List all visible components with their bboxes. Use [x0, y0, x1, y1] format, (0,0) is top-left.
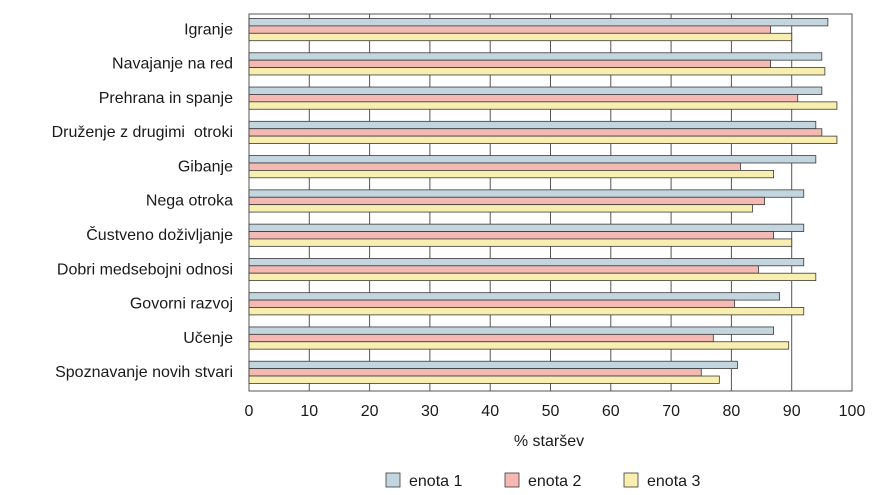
x-axis-title: % staršev	[514, 433, 584, 450]
legend-label-enota-2: enota 2	[528, 473, 581, 490]
bar-enota-1-7	[248, 258, 805, 267]
bar-enota-3-5	[248, 204, 753, 213]
x-tick-label: 30	[421, 403, 439, 420]
bar-enota-2-2	[248, 94, 799, 103]
category-label: Spoznavanje novih stvari	[55, 364, 233, 381]
bar-enota-2-0	[248, 25, 771, 34]
bar-enota-2-5	[248, 196, 765, 206]
category-label: Govorni razvoj	[130, 296, 233, 313]
bar-enota-1-0	[248, 18, 829, 27]
bar-enota-3-10	[248, 375, 720, 384]
bar-enota-1-6	[248, 223, 805, 232]
bar-enota-3-3	[248, 135, 838, 144]
x-tick-label: 90	[783, 403, 801, 420]
bar-enota-2-7	[248, 265, 759, 274]
bar-enota-3-0	[248, 32, 793, 42]
bar-enota-2-4	[248, 162, 741, 171]
x-tick-label: 20	[361, 403, 379, 420]
bar-enota-1-5	[248, 189, 805, 198]
category-label: Gibanje	[178, 158, 233, 175]
bar-enota-2-10	[248, 368, 702, 377]
bar-enota-1-8	[248, 292, 781, 301]
bar-enota-1-10	[248, 360, 738, 370]
bar-enota-3-8	[248, 307, 805, 316]
category-label: Navajanje na red	[112, 56, 233, 73]
bar-enota-2-6	[248, 231, 775, 240]
bar-enota-2-9	[248, 333, 714, 343]
legend-label-enota-1: enota 1	[409, 473, 462, 490]
bar-enota-1-1	[248, 52, 823, 61]
category-label: Čustveno doživljanje	[86, 225, 233, 244]
legend-swatch-enota-2	[504, 472, 520, 488]
bar-enota-3-2	[248, 101, 838, 110]
bar-enota-1-3	[248, 120, 817, 130]
bar-enota-2-1	[248, 59, 771, 68]
bar-enota-3-6	[248, 238, 793, 247]
category-labels: Igranje Navajanje na red Prehrana in spanj…	[52, 21, 234, 381]
bars	[248, 18, 838, 384]
x-tick-label: 70	[662, 403, 680, 420]
x-tick-label: 10	[300, 403, 318, 420]
bar-enota-2-3	[248, 128, 823, 137]
x-tick-label: 40	[481, 403, 499, 420]
x-tick-label: 0	[245, 403, 254, 420]
bar-enota-3-1	[248, 67, 826, 76]
category-label: Igranje	[184, 21, 233, 38]
x-tick-label: 60	[602, 403, 620, 420]
bar-enota-1-2	[248, 86, 823, 95]
category-label: Nega otroka	[146, 193, 233, 210]
legend-swatch-enota-3	[623, 472, 639, 488]
x-tick-label: 50	[542, 403, 560, 420]
bar-enota-3-4	[248, 169, 775, 179]
bar-enota-1-9	[248, 326, 775, 335]
x-tick-labels: 0 10 20 30 40 50 60 70 80 90 100	[245, 403, 866, 420]
legend-swatch-enota-1	[385, 472, 401, 488]
bar-enota-3-7	[248, 272, 817, 282]
category-label: Učenje	[183, 330, 233, 347]
x-tick-label: 80	[723, 403, 741, 420]
bar-enota-1-4	[248, 155, 817, 164]
category-label: Dobri medsebojni odnosi	[57, 261, 233, 278]
category-label: Prehrana in spanje	[99, 90, 233, 107]
bar-enota-2-8	[248, 299, 735, 308]
legend-label-enota-3: enota 3	[647, 473, 700, 490]
x-tick-label: 100	[839, 403, 866, 420]
bar-enota-3-9	[248, 341, 790, 350]
category-label: Druženje z drugimi otroki	[52, 124, 233, 141]
legend: enota 1 enota 2 enota 3	[385, 472, 700, 490]
